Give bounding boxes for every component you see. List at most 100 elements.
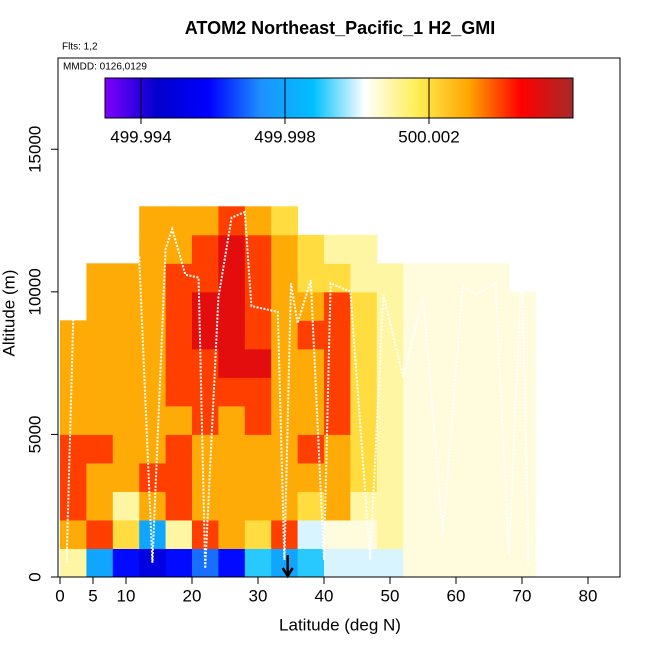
- heat-cell: [112, 348, 140, 378]
- heat-cell: [139, 206, 167, 236]
- heat-cell: [324, 320, 351, 350]
- heat-cell: [482, 405, 510, 435]
- y-tick-label: 15000: [25, 126, 44, 173]
- heat-cell: [350, 291, 378, 321]
- heat-cell: [244, 348, 272, 378]
- heat-cell: [403, 405, 431, 435]
- heat-cell: [60, 519, 87, 549]
- heat-cell: [350, 377, 378, 407]
- heat-cell: [86, 291, 114, 321]
- heat-cell: [271, 462, 299, 492]
- heat-cell: [429, 320, 457, 350]
- heat-cell: [376, 263, 404, 293]
- heat-cell: [218, 491, 246, 521]
- heat-cell: [165, 434, 193, 464]
- heat-cell: [139, 263, 167, 293]
- y-tick-label: 5000: [25, 416, 44, 454]
- heat-cell: [192, 320, 219, 350]
- heat-cell: [271, 491, 299, 521]
- heat-cell: [192, 462, 219, 492]
- heat-cell: [508, 548, 536, 578]
- heat-cell: [244, 462, 272, 492]
- heat-cell: [350, 434, 378, 464]
- heat-cell: [429, 519, 457, 549]
- heat-cell: [482, 519, 510, 549]
- heat-cell: [192, 491, 219, 521]
- heat-cell: [60, 491, 87, 521]
- heat-cell: [297, 548, 325, 578]
- heat-cell: [112, 320, 140, 350]
- heat-cell: [192, 405, 219, 435]
- heat-cell: [86, 519, 114, 549]
- x-tick-label: 50: [381, 586, 400, 605]
- heat-cell: [165, 320, 193, 350]
- heat-cell: [218, 519, 246, 549]
- colorbar-tick-label: 500.002: [398, 127, 459, 146]
- heat-cell: [218, 291, 246, 321]
- heat-cell: [165, 462, 193, 492]
- heat-cell: [86, 348, 114, 378]
- heat-cell: [192, 519, 219, 549]
- heat-cell: [192, 291, 219, 321]
- heat-cell: [376, 291, 404, 321]
- heat-cell: [244, 405, 272, 435]
- heat-cell: [429, 491, 457, 521]
- heat-cell: [60, 548, 87, 578]
- heat-cell: [165, 291, 193, 321]
- heat-cell: [429, 348, 457, 378]
- heat-cell: [508, 405, 536, 435]
- heat-cell: [403, 462, 431, 492]
- heat-cell: [218, 234, 246, 264]
- flight-track: [65, 210, 530, 569]
- heat-cell: [324, 234, 351, 264]
- heat-cell: [139, 434, 167, 464]
- heat-cell: [482, 377, 510, 407]
- heat-cell: [456, 491, 483, 521]
- heat-cell: [376, 548, 404, 578]
- heat-cell: [86, 405, 114, 435]
- heat-cell: [508, 320, 536, 350]
- heat-cell: [244, 548, 272, 578]
- heat-cell: [271, 405, 299, 435]
- heat-cell: [192, 234, 219, 264]
- x-tick-label: 60: [447, 586, 466, 605]
- heat-cell: [456, 320, 483, 350]
- heat-cell: [456, 263, 483, 293]
- x-axis-label: Latitude (deg N): [279, 615, 401, 634]
- colorbar-tick-label: 499.998: [254, 127, 315, 146]
- heat-cell: [244, 377, 272, 407]
- heat-cell: [60, 377, 87, 407]
- heat-cell: [244, 434, 272, 464]
- heat-cell: [297, 405, 325, 435]
- heat-cell: [482, 320, 510, 350]
- heat-cell: [324, 548, 351, 578]
- heat-cell: [271, 434, 299, 464]
- heat-cell: [192, 434, 219, 464]
- heat-cell: [139, 491, 167, 521]
- heat-cell: [350, 548, 378, 578]
- heat-cell: [482, 434, 510, 464]
- heat-cell: [244, 491, 272, 521]
- heat-cell: [139, 405, 167, 435]
- heat-cell: [297, 377, 325, 407]
- x-tick-label: 80: [579, 586, 598, 605]
- heat-cell: [192, 263, 219, 293]
- x-tick-label: 30: [249, 586, 268, 605]
- heat-cell: [297, 263, 325, 293]
- heat-cell: [456, 377, 483, 407]
- heat-cell: [508, 491, 536, 521]
- arrow-head: [281, 567, 294, 579]
- heat-cell: [429, 548, 457, 578]
- heat-cell: [403, 491, 431, 521]
- heat-cell: [324, 519, 351, 549]
- x-tick-label: 40: [315, 586, 334, 605]
- heat-cell: [218, 434, 246, 464]
- heat-cell: [376, 377, 404, 407]
- heat-cell: [244, 320, 272, 350]
- heat-cell: [271, 234, 299, 264]
- heat-cell: [376, 462, 404, 492]
- heat-cell: [456, 405, 483, 435]
- heat-cell: [139, 234, 167, 264]
- heat-cell: [403, 519, 431, 549]
- y-tick-label: 0: [25, 572, 44, 581]
